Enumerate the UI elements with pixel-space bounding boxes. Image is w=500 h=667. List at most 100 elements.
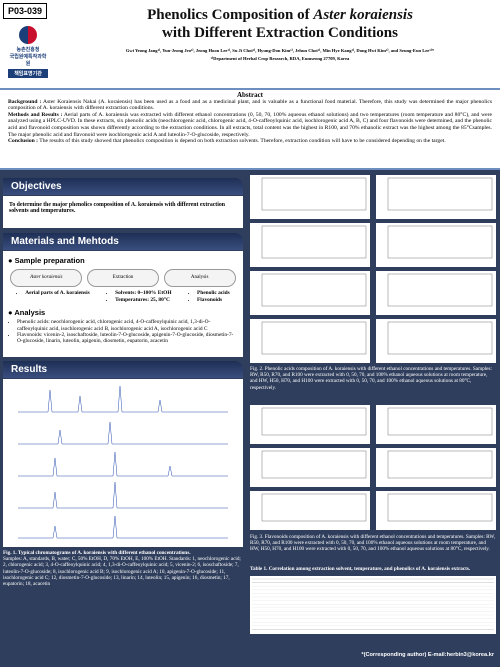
plot-frame (261, 407, 367, 436)
item: Flavonoids: vicenin-2, isoschaftoside, l… (17, 332, 238, 345)
plot-frame (261, 450, 367, 479)
figure-3 (250, 405, 496, 531)
logo: 농촌진흥청 국립원예특작과학원 책임표명기관 (8, 26, 48, 78)
table-caption: Table 1. Correlation among extraction so… (250, 566, 471, 572)
chart-frame (387, 177, 493, 211)
figure-2 (250, 175, 496, 363)
caption-note: Samples: A, standards, B, water; C, 50% … (3, 556, 241, 588)
label: Background : (8, 98, 42, 105)
text: Aerial parts of A. koraiensis was extrac… (8, 111, 492, 138)
item: Phenolic acids (197, 290, 230, 296)
trace (18, 421, 228, 445)
chart-panel (250, 175, 370, 219)
chart-frame (387, 225, 493, 259)
affiliation: ¹⁾Department of Herbal Crop Research, RD… (210, 56, 350, 61)
logo-mark (19, 26, 37, 44)
sub-heading: ● Analysis (8, 308, 46, 318)
chart-panel (376, 271, 496, 315)
logo-tag: 책임표명기관 (8, 69, 48, 78)
chart-panel (250, 223, 370, 267)
chart-panel (376, 405, 496, 444)
chart-frame (261, 450, 367, 479)
plot-frame (261, 493, 367, 522)
title: Phenolics Composition of Aster koraiensi… (60, 6, 500, 42)
plot-frame (387, 407, 493, 436)
chart-frame (261, 321, 367, 355)
figure-caption: Fig. 1. Typical chromatograms of A. kora… (3, 550, 243, 587)
chart-panel (250, 319, 370, 363)
item: Aerial parts of A. koraiensis (25, 290, 90, 296)
flow-step: Extraction (86, 269, 159, 288)
plot-frame (387, 225, 493, 259)
title-text: with Different Extraction Conditions (162, 25, 398, 41)
list: Phenolic acidsFlavonoids (188, 290, 230, 303)
plot-frame (261, 225, 367, 259)
chart-panel (376, 448, 496, 487)
header: P03-039 농촌진흥청 국립원예특작과학원 책임표명기관 Phenolics… (0, 0, 500, 88)
trace (18, 515, 228, 539)
flow: Aster koraiensis Extraction Analysis (8, 269, 238, 288)
chart-panel (250, 405, 370, 444)
abstract-heading: Abstract (236, 91, 264, 99)
chart-frame (387, 493, 493, 522)
item: Flavonoids (197, 297, 230, 303)
abstract-background: Background : Aster Koraiensis Nakai (A. … (8, 99, 492, 112)
chart-panel (250, 271, 370, 315)
trace (18, 385, 228, 413)
plot-frame (261, 273, 367, 307)
figure-1 (3, 379, 243, 547)
plot-frame (261, 177, 367, 211)
item: Solvents: 0~100% EtOH (115, 290, 171, 296)
item: Phenolic acids: neochlorogenic acid, chl… (17, 319, 238, 332)
trace (18, 481, 228, 509)
flow-step: Analysis (163, 269, 236, 288)
chart-frame (261, 273, 367, 307)
chart-frame (261, 177, 367, 211)
chart-frame (387, 273, 493, 307)
logo-text: 국립원예특작과학원 (9, 54, 47, 67)
abstract: Abstract Background : Aster Koraiensis N… (0, 88, 500, 170)
caption-title: Fig. 1. Typical chromatograms of A. kora… (3, 550, 191, 556)
abstract-conclusion: Conclusion : The results of this study s… (8, 138, 492, 145)
text: Analysis (14, 308, 46, 318)
flow-step: Aster koraiensis (10, 269, 83, 288)
plot-frame (387, 450, 493, 479)
text: Sample preparation (14, 256, 85, 265)
text: The results of this study showed that ph… (38, 138, 446, 145)
section-heading: Materials and Mehtods (3, 233, 243, 250)
methods-panel: ● Sample preparation Aster koraiensis Ex… (3, 251, 243, 357)
footer-contact: *(Corresponding author) E-mail:herbin3@k… (361, 652, 494, 658)
sub-heading: ● Sample preparation (8, 256, 85, 265)
chart-panel (250, 491, 370, 530)
chart-frame (387, 321, 493, 355)
chart-frame (387, 450, 493, 479)
chart-panel (250, 448, 370, 487)
label: Conclusion : (8, 138, 38, 145)
list: Aerial parts of A. koraiensis (16, 290, 90, 303)
chart-panel (376, 491, 496, 530)
chart-frame (387, 407, 493, 436)
chart-panel (376, 175, 496, 219)
flow-items: Aerial parts of A. koraiensis Solvents: … (8, 290, 238, 303)
figure-caption: Fig. 3. Flavonoids composition of A. kor… (250, 534, 496, 553)
list: Phenolic acids: neochlorogenic acid, chl… (8, 319, 238, 345)
item: Temperatures: 25, 80°C (115, 297, 171, 303)
plot-frame (387, 493, 493, 522)
trace (18, 451, 228, 477)
poster-id: P03-039 (3, 3, 48, 19)
authors: Gwi Yeong Jang¹⁾, Yun-Jeong Jeo¹⁾, Jeong… (125, 48, 435, 53)
objectives-text: To determine the major phenolics composi… (3, 196, 243, 228)
label: Methods and Results : (8, 111, 63, 118)
chart-frame (261, 493, 367, 522)
chart-frame (261, 407, 367, 436)
title-text: Phenolics Composition of (147, 7, 314, 23)
abstract-methods: Methods and Results : Aerial parts of A.… (8, 112, 492, 138)
logo-text: 농촌진흥청 (16, 47, 40, 53)
title-species: Aster koraiensis (313, 7, 413, 23)
section-heading: Objectives (3, 178, 243, 195)
plot-frame (387, 177, 493, 211)
list: Solvents: 0~100% EtOHTemperatures: 25, 8… (106, 290, 171, 303)
figure-caption: Fig. 2. Phenolic acids composition of A.… (250, 366, 492, 391)
plot-frame (261, 321, 367, 355)
